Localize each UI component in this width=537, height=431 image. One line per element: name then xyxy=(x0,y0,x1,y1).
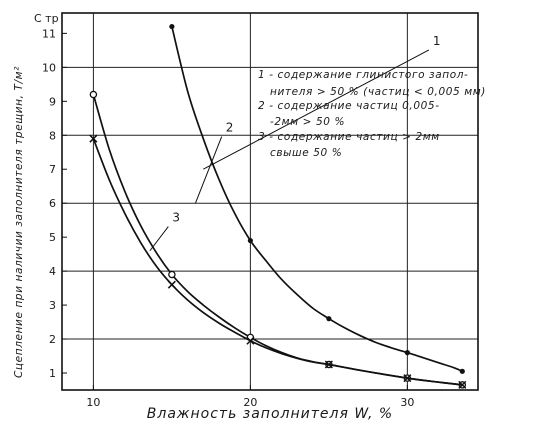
y-tick-label: 2 xyxy=(49,333,56,346)
data-point-series-3 xyxy=(246,336,255,345)
data-point-series-2 xyxy=(168,270,176,279)
y-tick-label: 1 xyxy=(49,367,56,380)
legend-line: 3 - содержание частиц > 2мм xyxy=(258,131,440,143)
curve-label-leader xyxy=(149,226,169,252)
y-tick-label: 6 xyxy=(49,197,56,210)
data-point-series-1 xyxy=(326,316,332,322)
curve-label: 2 xyxy=(226,121,234,135)
y-tick-label: 8 xyxy=(49,129,56,142)
y-tick-label: 4 xyxy=(49,265,56,278)
x-tick-label: 20 xyxy=(243,396,257,409)
series-line-3 xyxy=(92,138,463,386)
data-point-series-1 xyxy=(247,237,253,244)
data-point-series-3 xyxy=(89,134,98,143)
plot-frame xyxy=(61,12,479,391)
legend-line: свыше 50 % xyxy=(270,147,342,159)
data-point-series-2 xyxy=(89,90,98,99)
y-tick-label: 9 xyxy=(49,95,56,108)
series-line-1 xyxy=(171,26,463,373)
y-tick-label: 5 xyxy=(49,231,56,244)
x-tick-label: 30 xyxy=(400,396,414,409)
x-axis-title: Влажность заполнителя W, % xyxy=(147,406,393,422)
data-point-series-1 xyxy=(459,368,465,374)
curve-label: 3 xyxy=(172,211,180,225)
legend-line: нителя > 50 % (частиц < 0,005 мм) xyxy=(270,86,486,98)
y-axis-title: Сцепление при наличии заполнителя трещин… xyxy=(13,66,25,378)
y-tick-label: 10 xyxy=(42,61,56,74)
legend-line: 2 - содержание частиц 0,005- xyxy=(258,100,440,112)
data-point-series-3 xyxy=(403,374,412,383)
y-tick-label: 7 xyxy=(49,163,56,176)
data-point-series-1 xyxy=(404,350,410,356)
y-tick-label: 3 xyxy=(49,299,56,312)
data-point-series-1 xyxy=(169,23,175,30)
data-point-series-3 xyxy=(167,280,176,289)
data-point-series-3 xyxy=(458,380,467,389)
legend-line: 1 - содержание глинистого запол- xyxy=(258,69,468,81)
curve-label-leader xyxy=(194,136,223,204)
curve-label: 1 xyxy=(433,34,441,48)
curve-label-leader xyxy=(203,49,430,170)
data-point-series-3 xyxy=(324,360,333,369)
legend-line: -2мм > 50 % xyxy=(270,116,345,128)
y-tick-label: 11 xyxy=(42,27,56,40)
y-axis-symbol: С тр xyxy=(34,12,59,25)
x-tick-label: 10 xyxy=(86,396,100,409)
